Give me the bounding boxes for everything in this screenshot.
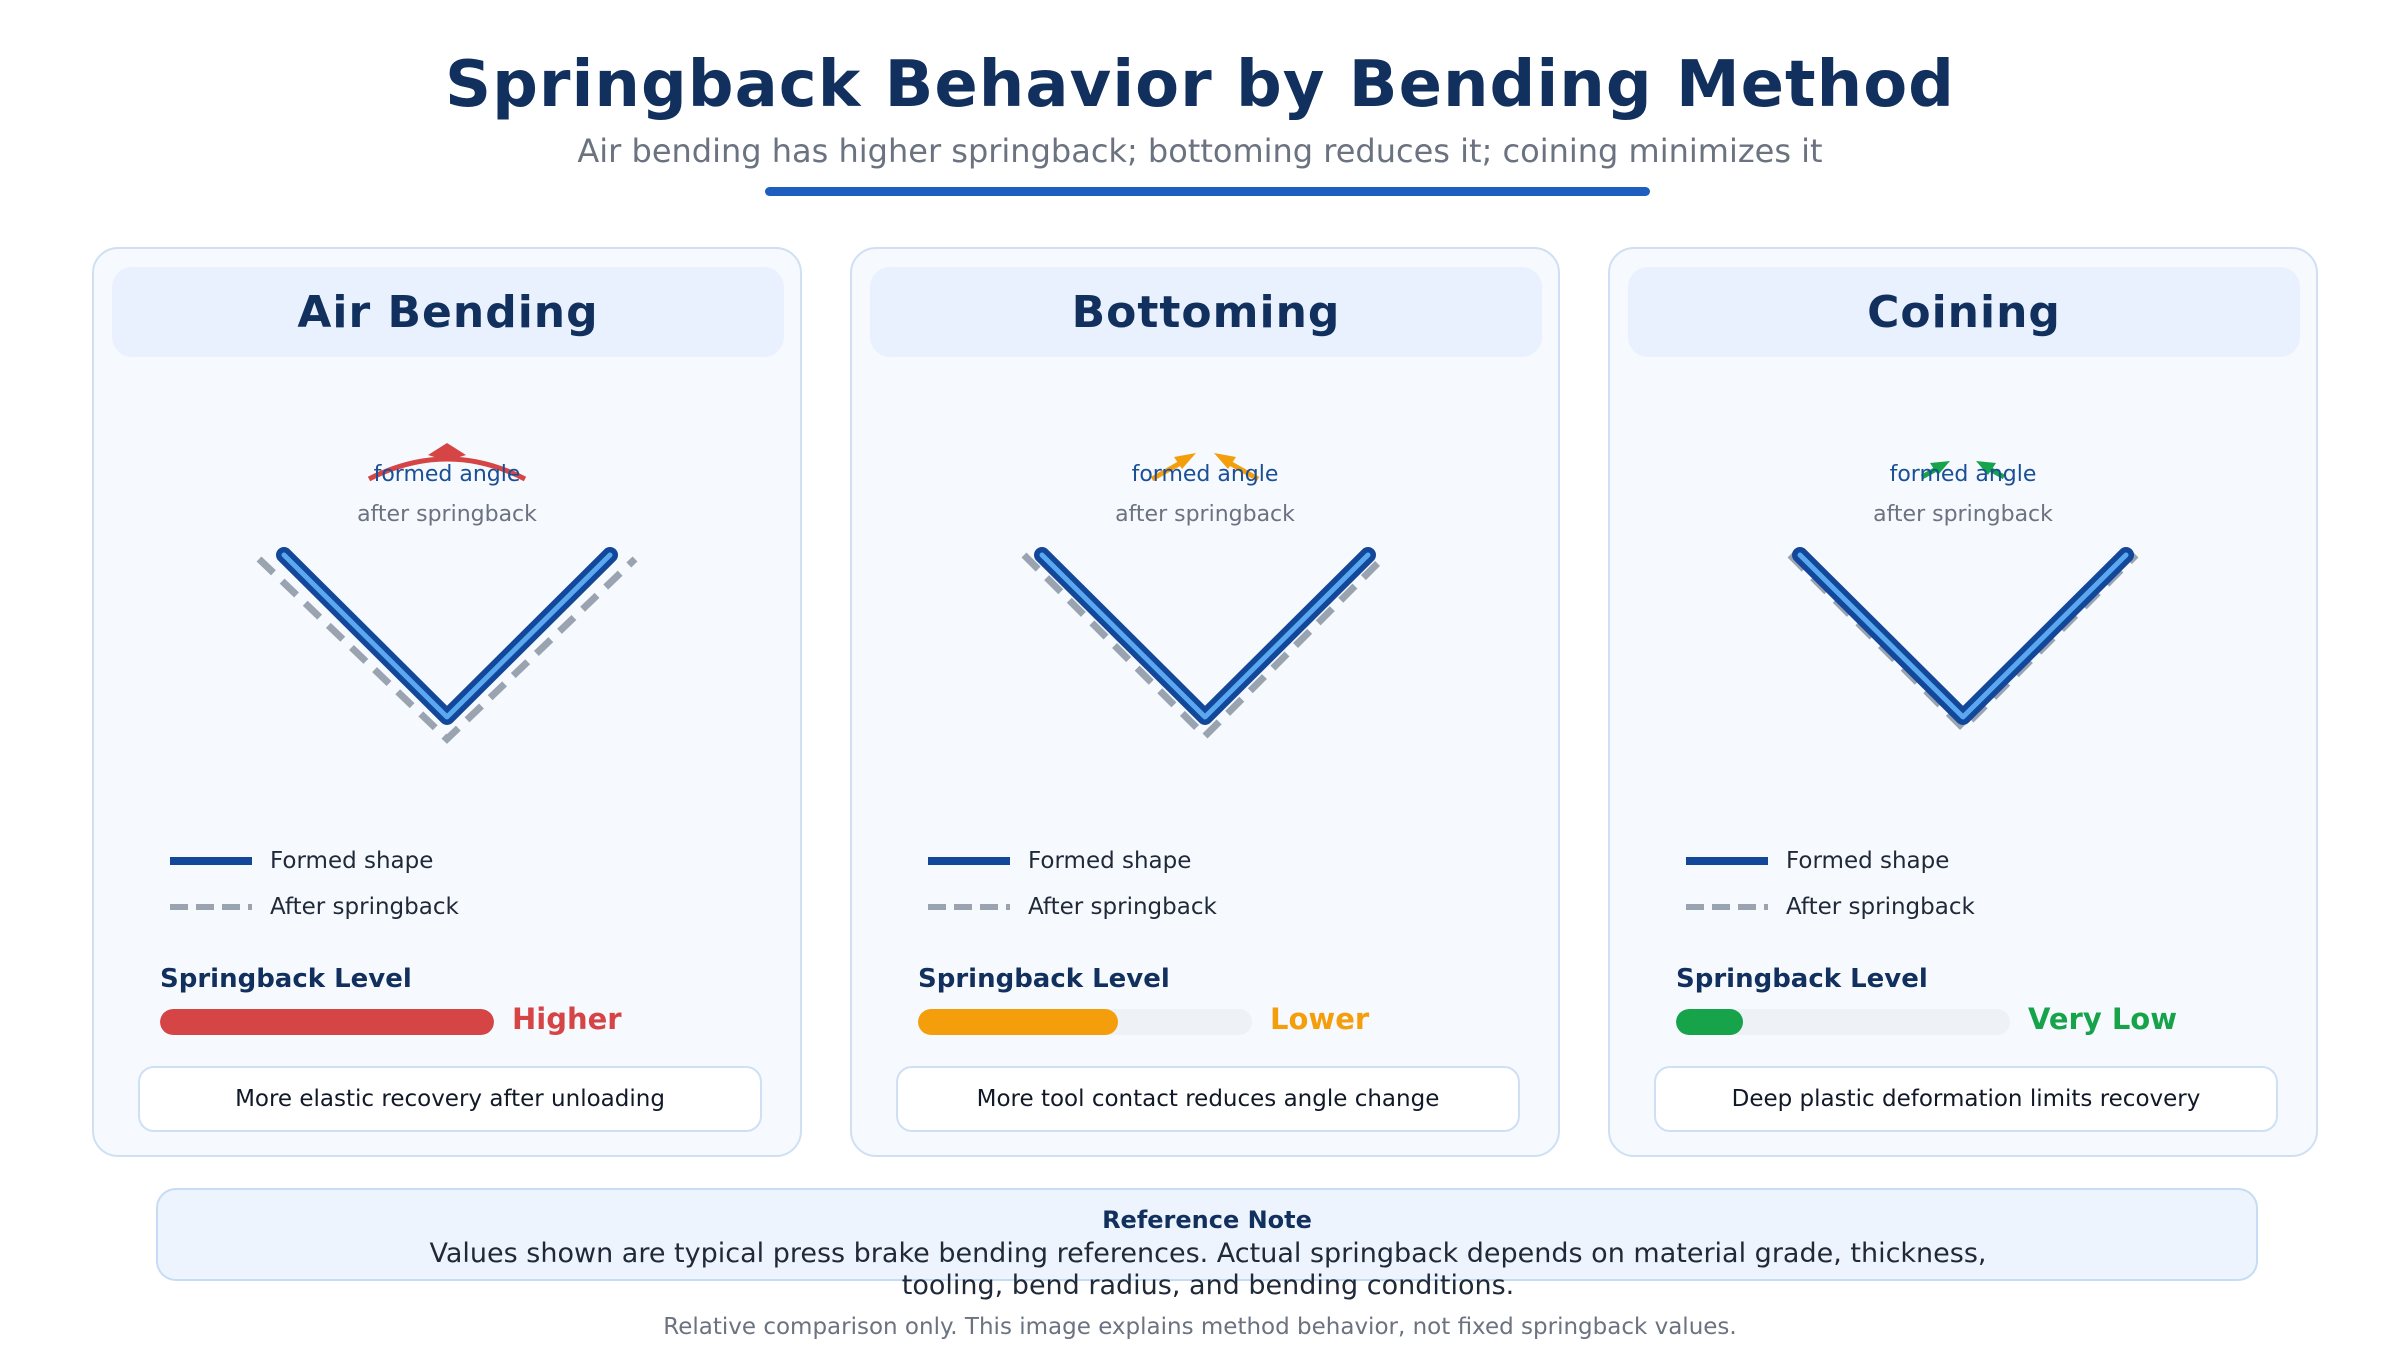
- legend-formed: Formed shape: [170, 846, 433, 876]
- springback-level-fill: [918, 1009, 1119, 1035]
- formed-line: [1792, 547, 2134, 725]
- solid-line-icon: [928, 857, 1010, 865]
- card-note: More elastic recovery after unloading: [138, 1066, 762, 1132]
- formed-highlight: [281, 552, 613, 720]
- reference-note: Reference Note Values shown are typical …: [156, 1188, 2258, 1301]
- card-coining: Coining formed angle after springback Fo…: [1608, 247, 2318, 1157]
- title-underline: [765, 187, 1650, 196]
- arrowhead-right-icon: [1214, 453, 1236, 469]
- legend-after: After springback: [928, 892, 1217, 922]
- solid-line-icon: [170, 857, 252, 865]
- springback-level-value: Higher: [512, 1002, 622, 1036]
- formed-line: [1034, 547, 1376, 725]
- springback-arrow-left: [1150, 458, 1186, 482]
- solid-line-icon: [1686, 857, 1768, 865]
- springback-line: [1787, 552, 2139, 733]
- legend-after-label: After springback: [270, 894, 459, 920]
- formed-highlight: [1039, 552, 1371, 720]
- formed-line: [276, 547, 618, 725]
- dashed-line-icon: [170, 904, 252, 910]
- formed-angle-label: formed angle: [374, 462, 521, 487]
- legend-formed-label: Formed shape: [1786, 848, 1950, 874]
- legend-after-label: After springback: [1028, 894, 1217, 920]
- dashed-line-icon: [928, 904, 1010, 910]
- arrowhead-left-icon: [1174, 453, 1196, 469]
- formed-highlight: [1797, 552, 2129, 720]
- reference-text: Values shown are typical press brake ben…: [429, 1238, 1987, 1301]
- springback-line: [256, 556, 638, 744]
- after-springback-label: after springback: [1115, 502, 1295, 527]
- springback-level-label: Springback Level: [1676, 964, 1928, 994]
- card-title: Bottoming: [870, 267, 1542, 357]
- springback-level-value: Very Low: [2028, 1002, 2178, 1036]
- card-note: More tool contact reduces angle change: [896, 1066, 1520, 1132]
- bend-diagram: formed angle after springback: [256, 443, 638, 744]
- card-air-bending: Air Bending formed angle after springbac…: [92, 247, 802, 1157]
- after-springback-label: after springback: [357, 502, 537, 527]
- springback-line: [1021, 552, 1389, 741]
- springback-arrow-right: [1224, 458, 1260, 482]
- arrowhead-right-icon: [447, 443, 466, 461]
- springback-level-fill: [160, 1009, 494, 1035]
- after-springback-label: after springback: [1873, 502, 2053, 527]
- card-note: Deep plastic deformation limits recovery: [1654, 1066, 2278, 1132]
- legend-after-label: After springback: [1786, 894, 1975, 920]
- springback-level-fill: [1676, 1009, 1743, 1035]
- formed-angle-label: formed angle: [1132, 462, 1279, 487]
- dashed-line-icon: [1686, 904, 1768, 910]
- springback-level-label: Springback Level: [160, 964, 412, 994]
- arrowhead-left-icon: [1930, 461, 1950, 475]
- card-bottoming: Bottoming formed angle after springback …: [850, 247, 1560, 1157]
- formed-angle-label: formed angle: [1890, 462, 2037, 487]
- legend-formed: Formed shape: [1686, 846, 1949, 876]
- springback-level-bar: [160, 1009, 494, 1035]
- legend-after: After springback: [170, 892, 459, 922]
- page-title: Springback Behavior by Bending Method: [445, 48, 1955, 122]
- bend-diagram: formed angle after springback: [1021, 453, 1389, 741]
- arrowhead-left-icon: [428, 443, 447, 461]
- arrowhead-right-icon: [1976, 461, 1996, 475]
- springback-level-value: Lower: [1270, 1002, 1370, 1036]
- card-title: Coining: [1628, 267, 2300, 357]
- footnote: Relative comparison only. This image exp…: [663, 1314, 1737, 1340]
- reference-title: Reference Note: [1102, 1206, 1312, 1234]
- legend-formed-label: Formed shape: [1028, 848, 1192, 874]
- page-subtitle: Air bending has higher springback; botto…: [577, 132, 1823, 170]
- legend-after: After springback: [1686, 892, 1975, 922]
- springback-level-bar: [1676, 1009, 2010, 1035]
- card-title: Air Bending: [112, 267, 784, 357]
- legend-formed: Formed shape: [928, 846, 1191, 876]
- springback-level-bar: [918, 1009, 1252, 1035]
- bend-diagram: formed angle after springback: [1787, 461, 2139, 733]
- legend-formed-label: Formed shape: [270, 848, 434, 874]
- springback-level-label: Springback Level: [918, 964, 1170, 994]
